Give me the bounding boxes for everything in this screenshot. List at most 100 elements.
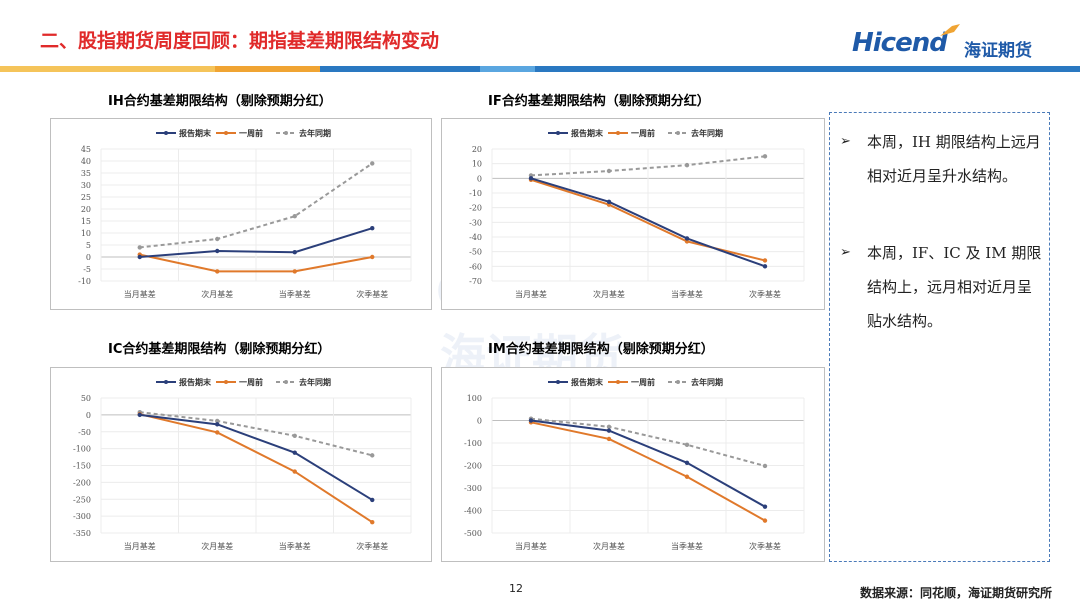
data-point: [370, 226, 375, 231]
y-tick-label: 25: [81, 193, 91, 202]
y-tick-label: -300: [464, 484, 482, 493]
y-tick-label: 0: [477, 174, 482, 183]
data-point: [762, 463, 768, 469]
data-point: [606, 199, 612, 204]
y-tick-label: -50: [78, 428, 91, 437]
chart-if-svg: 报告期末 一周前 去年同期 -70 -60 -50 -40 -30 -20 -10 0 10 20 当月基…: [469, 128, 805, 299]
series-line: [530, 177, 766, 268]
series-line: [530, 421, 766, 522]
y-tick-label: 35: [81, 169, 91, 178]
arrow-bullet-icon: ➢: [840, 134, 851, 149]
legend-label: 报告期末: [571, 377, 603, 387]
y-tick-label: -250: [73, 495, 91, 504]
x-tick-label: 当月基差: [124, 289, 156, 299]
y-tick-label: -30: [469, 218, 482, 227]
y-tick-label: 45: [81, 145, 91, 154]
y-tick-label: 50: [81, 394, 91, 403]
chart-legend: 报告期末 一周前 去年同期: [548, 377, 723, 387]
data-point: [762, 518, 768, 523]
chart-title-if: IF合约基差期限结构（剔除预期分红）: [488, 94, 710, 109]
data-point: [528, 176, 534, 181]
data-point: [292, 469, 297, 474]
y-tick-label: 30: [81, 181, 91, 190]
header-bar-blue-right: [535, 66, 1080, 72]
y-tick-label: 100: [467, 394, 482, 403]
legend-label: 报告期末: [179, 377, 211, 387]
x-tick-label: 次月基差: [593, 289, 625, 299]
data-point: [370, 254, 375, 260]
note-text: 本周，IH 期限结构上远月相对近月呈升水结构。: [867, 133, 1041, 185]
y-tick-label: 10: [81, 229, 91, 238]
commentary-panel: ➢ 本周，IH 期限结构上远月相对近月呈升水结构。 ➢ 本周，IF、IC 及 I…: [829, 112, 1050, 562]
data-point: [684, 474, 690, 479]
chart-legend: 报告期末 一周前 去年同期: [156, 377, 331, 387]
y-tick-label: -200: [73, 478, 91, 487]
data-point: [762, 264, 768, 269]
chart-title-ic: IC合约基差期限结构（剔除预期分红）: [108, 342, 331, 357]
logo-cn-text: 海证期货: [964, 41, 1032, 61]
data-point: [606, 428, 612, 433]
chart-title-im: IM合约基差期限结构（剔除预期分红）: [488, 342, 714, 357]
series-line: [139, 411, 373, 457]
series-line: [139, 162, 373, 249]
y-tick-label: -300: [73, 512, 91, 521]
legend-marker: [224, 380, 228, 384]
data-point: [215, 422, 220, 427]
chart-title-ih: IH合约基差期限结构（剔除预期分红）: [108, 94, 332, 109]
legend-marker: [224, 131, 228, 135]
y-tick-label: -10: [78, 277, 91, 286]
header-bar-orange: [215, 66, 320, 72]
x-tick-label: 当月基差: [124, 541, 156, 551]
legend-marker: [556, 131, 560, 135]
chart-ic: 报告期末 一周前 去年同期 -350 -300 -250 -200 -150 -100 -50 0 5…: [50, 367, 432, 562]
data-point: [215, 248, 220, 254]
y-tick-label: 40: [81, 157, 91, 166]
x-tick-label: 次月基差: [201, 289, 233, 299]
legend-label: 一周前: [631, 377, 655, 387]
chart-ih: 报告期末 一周前 去年同期 -10 -5 0 5 10 15 20 25 30 35 40 45 当月基差 次月…: [50, 118, 432, 310]
legend-marker: [164, 131, 168, 135]
y-tick-label: 20: [472, 145, 482, 154]
x-tick-label: 当季基差: [279, 541, 311, 551]
legend-marker: [676, 131, 680, 135]
x-tick-label: 当季基差: [671, 289, 703, 299]
series-line: [530, 417, 766, 467]
data-point: [292, 250, 297, 255]
legend-label: 去年同期: [299, 128, 331, 138]
legend-marker: [284, 380, 288, 384]
y-tick-label: -200: [464, 462, 482, 471]
legend-label: 一周前: [239, 128, 263, 138]
data-point: [292, 450, 297, 455]
legend-marker: [676, 380, 680, 384]
y-tick-label: 0: [86, 411, 91, 420]
data-source: 数据来源：同花顺，海证期货研究所: [859, 586, 1052, 600]
data-point: [215, 418, 220, 424]
y-tick-label: -50: [469, 248, 482, 257]
legend-label: 去年同期: [691, 377, 723, 387]
data-point: [684, 236, 690, 241]
data-point: [684, 460, 690, 465]
chart-ic-svg: 报告期末 一周前 去年同期 -350 -300 -250 -200 -150 -100 -50 0 5…: [73, 377, 412, 551]
y-tick-label: -20: [469, 204, 482, 213]
data-point: [684, 162, 690, 168]
y-tick-label: -10: [469, 189, 482, 198]
x-tick-label: 次季基差: [356, 541, 388, 551]
chart-im: 报告期末 一周前 去年同期 -500 -400 -300 -200 -100 0 100 当月基差 次…: [441, 367, 825, 562]
series-line: [139, 413, 373, 501]
chart-im-svg: 报告期末 一周前 去年同期 -500 -400 -300 -200 -100 0 100 当月基差 次…: [464, 377, 805, 551]
data-point: [606, 424, 612, 429]
logo-swoosh-icon: [940, 24, 960, 36]
x-tick-label: 当月基差: [515, 289, 547, 299]
data-point: [292, 433, 297, 438]
series-line: [139, 253, 373, 273]
legend-marker: [616, 380, 620, 384]
chart-ih-svg: 报告期末 一周前 去年同期 -10 -5 0 5 10 15 20 25 30 35 40 45 当月基差 次月…: [78, 128, 412, 299]
data-point: [606, 436, 612, 442]
chart-legend: 报告期末 一周前 去年同期: [156, 128, 331, 138]
y-tick-label: -100: [464, 439, 482, 448]
legend-marker: [556, 380, 560, 384]
y-tick-label: -60: [469, 262, 482, 271]
legend-marker: [616, 131, 620, 135]
series-line: [139, 227, 373, 258]
y-tick-label: 15: [81, 217, 91, 226]
